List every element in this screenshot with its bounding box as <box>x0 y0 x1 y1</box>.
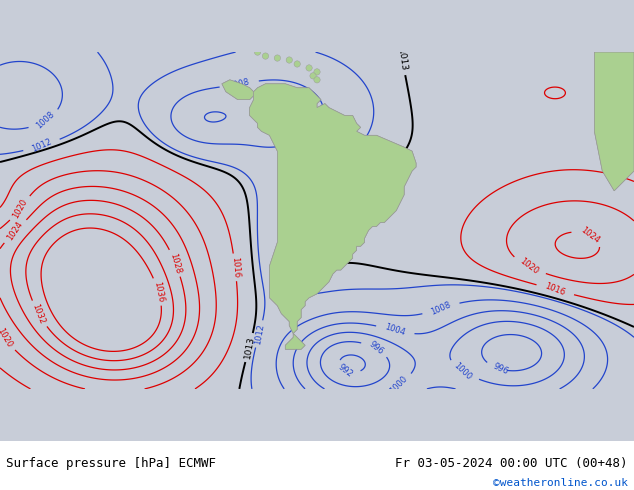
Text: 1004: 1004 <box>384 323 406 338</box>
Text: 1013: 1013 <box>243 336 256 360</box>
Circle shape <box>294 61 301 67</box>
Text: 1020: 1020 <box>517 257 540 276</box>
Text: 1008: 1008 <box>35 110 56 131</box>
Circle shape <box>314 76 320 83</box>
Polygon shape <box>250 84 416 349</box>
Circle shape <box>262 53 269 59</box>
Polygon shape <box>595 52 634 191</box>
Polygon shape <box>222 80 254 99</box>
Circle shape <box>306 65 312 71</box>
Text: 1016: 1016 <box>230 256 240 278</box>
Circle shape <box>254 49 261 55</box>
Text: 992: 992 <box>336 362 354 379</box>
Text: 1012: 1012 <box>253 323 266 345</box>
Polygon shape <box>250 84 416 349</box>
Text: Surface pressure [hPa] ECMWF: Surface pressure [hPa] ECMWF <box>6 457 216 469</box>
Circle shape <box>314 69 320 75</box>
Text: 1008: 1008 <box>429 300 452 317</box>
Text: 1024: 1024 <box>579 225 602 245</box>
Text: 1016: 1016 <box>544 282 567 298</box>
Circle shape <box>286 57 292 63</box>
Text: 1036: 1036 <box>152 280 165 303</box>
Text: Fr 03-05-2024 00:00 UTC (00+48): Fr 03-05-2024 00:00 UTC (00+48) <box>395 457 628 469</box>
Text: 996: 996 <box>491 362 510 376</box>
Text: 1000: 1000 <box>452 361 474 382</box>
Circle shape <box>310 73 316 79</box>
Text: 1020: 1020 <box>11 197 29 220</box>
Text: 996: 996 <box>367 340 385 357</box>
Text: 1008: 1008 <box>228 77 250 91</box>
Text: 1020: 1020 <box>0 327 13 349</box>
Text: 1013: 1013 <box>396 49 408 73</box>
Text: 1032: 1032 <box>30 302 47 325</box>
Circle shape <box>274 55 281 61</box>
Text: 1024: 1024 <box>6 220 25 243</box>
Text: 1028: 1028 <box>168 252 183 274</box>
Polygon shape <box>595 52 634 191</box>
Text: 1012: 1012 <box>30 137 53 154</box>
Polygon shape <box>222 80 254 99</box>
Text: ©weatheronline.co.uk: ©weatheronline.co.uk <box>493 478 628 488</box>
Text: 1000: 1000 <box>389 374 410 395</box>
Text: 1012: 1012 <box>288 203 297 225</box>
